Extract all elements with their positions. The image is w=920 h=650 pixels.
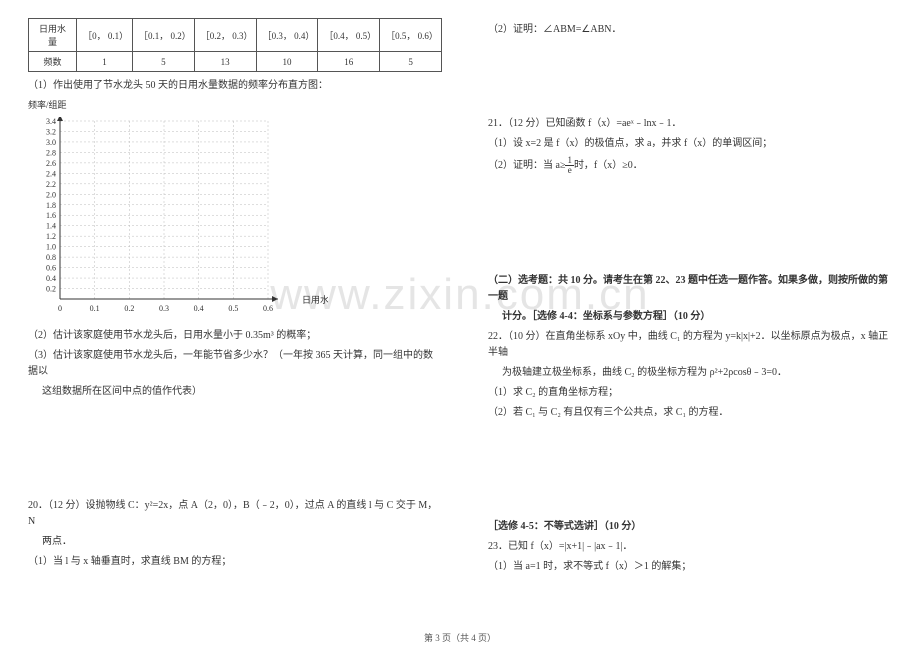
section-title: （二）选考题：共 10 分。请考生在第 22、23 题中任选一题作答。如果多做，…: [488, 273, 892, 305]
spacer: [488, 425, 892, 515]
question-text: （3）估计该家庭使用节水龙头后，一年能节省多少水？（一年按 365 天计算，同一…: [28, 348, 442, 380]
page-content: 日用水量 ［0， 0.1） ［0.1， 0.2） ［0.2， 0.3） ［0.3…: [0, 0, 920, 620]
svg-text:1.6: 1.6: [46, 211, 56, 220]
question-text: （1）当 l 与 x 轴垂直时，求直线 BM 的方程；: [28, 554, 442, 570]
svg-text:0.2: 0.2: [46, 285, 56, 294]
svg-text:0.1: 0.1: [90, 304, 100, 313]
section-title: ［选修 4-5：不等式选讲］（10 分）: [488, 519, 892, 535]
spacer: [488, 179, 892, 269]
table-cell: 日用水量: [29, 19, 77, 52]
question-text: （1）设 x=2 是 f（x）的极值点，求 a，并求 f（x）的单调区间；: [488, 136, 892, 152]
question-header: 20．（12 分）设抛物线 C：y²=2x，点 A（2，0），B（﹣2，0），过…: [28, 498, 442, 530]
histogram-chart: 0.20.40.60.81.01.21.41.61.82.02.22.42.62…: [28, 117, 442, 320]
svg-text:0.6: 0.6: [263, 304, 273, 313]
table-cell: 5: [132, 52, 194, 72]
svg-text:2.6: 2.6: [46, 159, 56, 168]
question-text: （1）求 C₂ 的直角坐标方程；: [488, 385, 892, 401]
fraction: 1e: [565, 156, 574, 175]
svg-text:日用水量/m³: 日用水量/m³: [302, 294, 328, 305]
table-cell: ［0.2， 0.3）: [194, 19, 256, 52]
question-header: 23．已知 f（x）=|x+1|﹣|ax﹣1|．: [488, 539, 892, 555]
question-header: 21．（12 分）已知函数 f（x）=aeˣ﹣lnx﹣1．: [488, 116, 892, 132]
svg-text:3.0: 3.0: [46, 138, 56, 147]
question-text: （1）当 a=1 时，求不等式 f（x）＞1 的解集；: [488, 559, 892, 575]
svg-text:2.2: 2.2: [46, 180, 56, 189]
table-cell: 5: [380, 52, 442, 72]
table-cell: 1: [77, 52, 133, 72]
svg-text:1.8: 1.8: [46, 201, 56, 210]
left-column: 日用水量 ［0， 0.1） ［0.1， 0.2） ［0.2， 0.3） ［0.3…: [0, 0, 460, 620]
spacer: [488, 42, 892, 112]
section-title: 计分。［选修 4-4：坐标系与参数方程］（10 分）: [488, 309, 892, 325]
table-cell: 频数: [29, 52, 77, 72]
svg-text:0.2: 0.2: [124, 304, 134, 313]
svg-text:2.8: 2.8: [46, 148, 56, 157]
svg-text:0.6: 0.6: [46, 264, 56, 273]
svg-text:1.0: 1.0: [46, 243, 56, 252]
page-footer: 第 3 页（共 4 页）: [0, 631, 920, 644]
table-cell: ［0.1， 0.2）: [132, 19, 194, 52]
fraction-den: e: [565, 166, 574, 175]
svg-text:0.3: 0.3: [159, 304, 169, 313]
text-fragment: （2）证明：当 a≥: [488, 160, 565, 171]
table-row: 日用水量 ［0， 0.1） ［0.1， 0.2） ［0.2， 0.3） ［0.3…: [29, 19, 442, 52]
text-fragment: 时，f（x）≥0．: [574, 160, 643, 171]
table-cell: 16: [318, 52, 380, 72]
table-cell: 10: [256, 52, 318, 72]
svg-text:2.0: 2.0: [46, 190, 56, 199]
table-row: 频数 1 5 13 10 16 5: [29, 52, 442, 72]
svg-text:3.2: 3.2: [46, 127, 56, 136]
svg-text:2.4: 2.4: [46, 169, 56, 178]
data-table: 日用水量 ［0， 0.1） ［0.1， 0.2） ［0.2， 0.3） ［0.3…: [28, 18, 442, 72]
question-text: （1）作出使用了节水龙头 50 天的日用水量数据的频率分布直方图：: [28, 78, 442, 94]
table-cell: ［0， 0.1）: [77, 19, 133, 52]
table-cell: ［0.5， 0.6）: [380, 19, 442, 52]
question-text: （2）证明：∠ABM=∠ABN．: [488, 22, 892, 38]
svg-text:1.4: 1.4: [46, 222, 56, 231]
svg-text:0.4: 0.4: [46, 274, 56, 283]
question-text: （2）估计该家庭使用节水龙头后，日用水量小于 0.35m³ 的概率；: [28, 328, 442, 344]
question-text: 两点．: [28, 534, 442, 550]
svg-text:1.2: 1.2: [46, 232, 56, 241]
svg-text:0.4: 0.4: [194, 304, 204, 313]
question-text: 为极轴建立极坐标系，曲线 C₂ 的极坐标方程为 ρ²+2ρcosθ﹣3=0．: [488, 365, 892, 381]
table-cell: 13: [194, 52, 256, 72]
svg-text:3.4: 3.4: [46, 117, 56, 126]
right-column: （2）证明：∠ABM=∠ABN． 21．（12 分）已知函数 f（x）=aeˣ﹣…: [460, 0, 920, 620]
spacer: [28, 404, 442, 494]
question-text: （2）若 C₁ 与 C₂ 有且仅有三个公共点，求 C₁ 的方程．: [488, 405, 892, 421]
y-axis-label: 频率/组距: [28, 98, 442, 111]
table-cell: ［0.4， 0.5）: [318, 19, 380, 52]
question-header: 22．（10 分）在直角坐标系 xOy 中，曲线 C₁ 的方程为 y=k|x|+…: [488, 329, 892, 361]
question-text: 这组数据所在区间中点的值作代表）: [28, 384, 442, 400]
svg-text:0: 0: [58, 304, 62, 313]
table-cell: ［0.3， 0.4）: [256, 19, 318, 52]
svg-text:0.8: 0.8: [46, 253, 56, 262]
svg-text:0.5: 0.5: [228, 304, 238, 313]
question-text: （2）证明：当 a≥1e时，f（x）≥0．: [488, 156, 892, 175]
chart-svg: 0.20.40.60.81.01.21.41.61.82.02.22.42.62…: [28, 117, 328, 317]
